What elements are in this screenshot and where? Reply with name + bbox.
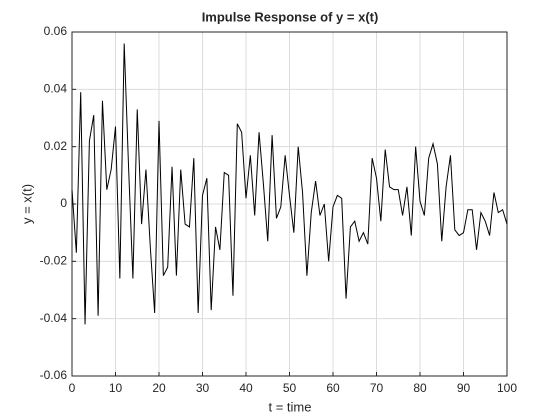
chart-title: Impulse Response of y = x(t)	[202, 9, 379, 24]
x-tick-label: 30	[196, 381, 210, 395]
y-tick-label: 0.02	[44, 139, 68, 153]
x-axis-label: t = time	[269, 399, 312, 414]
axes-box	[71, 31, 508, 377]
x-tick-label: 0	[69, 381, 76, 395]
y-tick-label: -0.06	[40, 368, 68, 382]
x-tick-label: 100	[497, 381, 517, 395]
x-tick-label: 70	[370, 381, 384, 395]
y-axis-label: y = x(t)	[19, 184, 34, 224]
x-tick-label: 10	[109, 381, 123, 395]
y-tick-label: -0.04	[40, 311, 68, 325]
y-tick-label: 0	[60, 196, 67, 210]
x-tick-label: 50	[283, 381, 297, 395]
x-tick-label: 60	[326, 381, 340, 395]
x-tick-label: 80	[413, 381, 427, 395]
y-tick-label: 0.04	[44, 82, 68, 96]
y-tick-label: -0.02	[40, 254, 68, 268]
x-tick-label: 40	[239, 381, 253, 395]
x-tick-label: 90	[457, 381, 471, 395]
y-tick-label: 0.06	[44, 24, 68, 38]
x-tick-label: 20	[152, 381, 166, 395]
line-series	[71, 43, 508, 325]
